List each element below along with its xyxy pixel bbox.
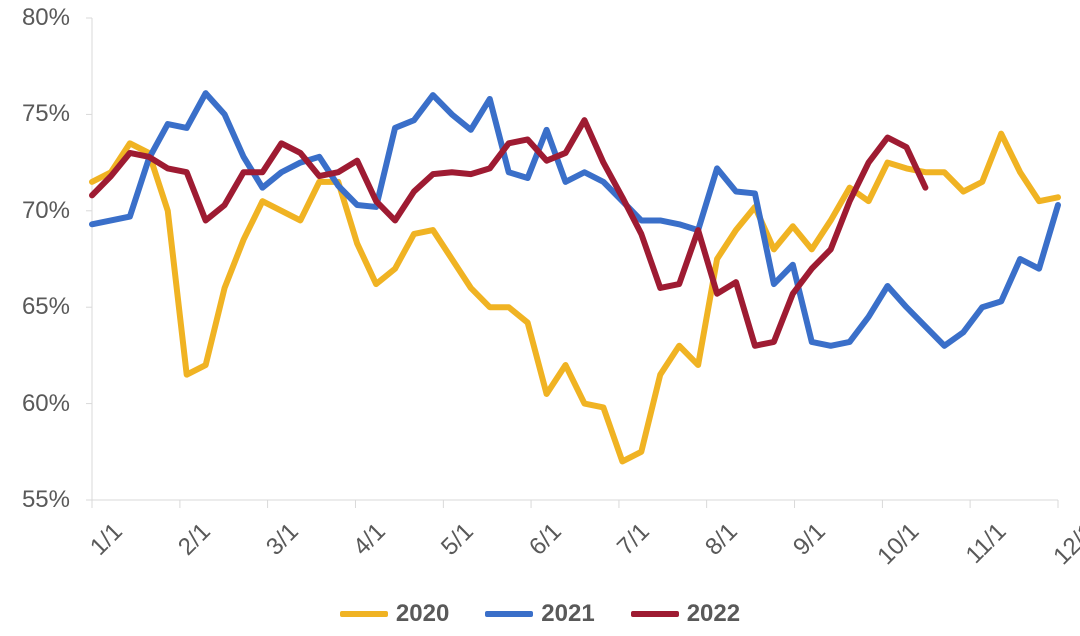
y-tick-label: 75% <box>22 100 70 128</box>
y-tick-label: 65% <box>22 293 70 321</box>
y-tick-label: 70% <box>22 197 70 225</box>
legend-label-2021: 2021 <box>541 600 594 628</box>
y-tick-label: 60% <box>22 390 70 418</box>
line-chart: 55%60%65%70%75%80% 1/12/13/14/15/16/17/1… <box>0 0 1080 636</box>
legend-item-2022: 2022 <box>631 600 740 628</box>
legend-item-2021: 2021 <box>485 600 594 628</box>
y-tick-label: 55% <box>22 486 70 514</box>
chart-legend: 2020 2021 2022 <box>0 600 1080 628</box>
legend-swatch-2022 <box>631 611 679 617</box>
legend-item-2020: 2020 <box>340 600 449 628</box>
legend-label-2022: 2022 <box>687 600 740 628</box>
legend-label-2020: 2020 <box>396 600 449 628</box>
legend-swatch-2021 <box>485 611 533 617</box>
legend-swatch-2020 <box>340 611 388 617</box>
y-tick-label: 80% <box>22 4 70 32</box>
